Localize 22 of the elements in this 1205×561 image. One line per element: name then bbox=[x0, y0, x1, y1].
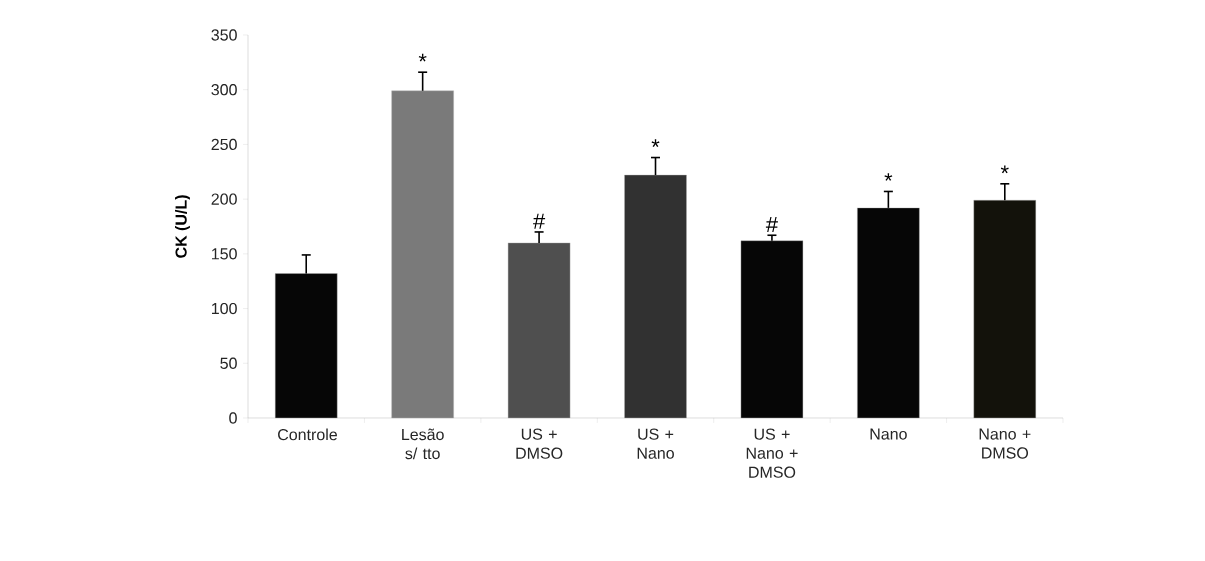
x-tick-label: Controle bbox=[278, 428, 337, 441]
x-tick-label: Nano bbox=[870, 428, 907, 440]
annotation: * bbox=[418, 53, 427, 62]
y-tick-label: 250 bbox=[211, 138, 237, 151]
annotation: * bbox=[651, 139, 660, 147]
y-axis-title: CK (U/L) bbox=[175, 195, 190, 258]
y-tick-label: 50 bbox=[220, 357, 237, 369]
y-tick-label: 100 bbox=[212, 302, 237, 315]
x-tick-label: US + Nano + DMSO bbox=[746, 428, 798, 478]
annotation: * bbox=[884, 173, 893, 181]
y-tick-label: 0 bbox=[229, 412, 237, 424]
x-tick-label: US + DMSO bbox=[516, 428, 563, 459]
y-tick-label: 300 bbox=[211, 84, 237, 96]
annotation: # bbox=[533, 213, 546, 229]
y-tick-label: 200 bbox=[211, 193, 237, 205]
y-tick-label: 350 bbox=[211, 29, 237, 41]
annotation: * bbox=[1000, 165, 1009, 174]
x-tick-label: Lesão s/ tto bbox=[402, 428, 444, 460]
y-tick-label: 150 bbox=[212, 248, 237, 260]
annotation: # bbox=[765, 216, 778, 233]
x-tick-label: Nano + DMSO bbox=[979, 428, 1031, 459]
x-tick-label: US + Nano bbox=[637, 428, 674, 459]
